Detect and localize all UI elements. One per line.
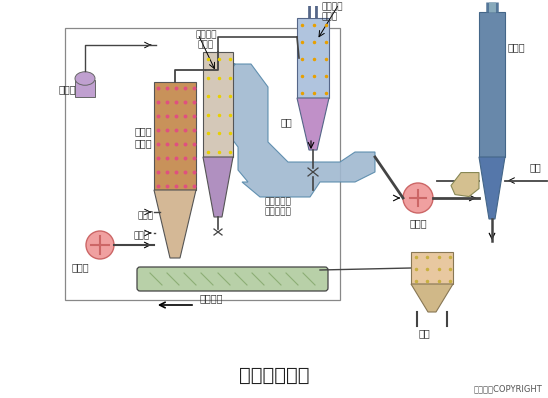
Polygon shape [297, 98, 329, 150]
Bar [479, 12, 505, 157]
Text: 流化床
焚烧炉: 流化床 焚烧炉 [135, 126, 153, 148]
Polygon shape [223, 64, 375, 197]
Bar [411, 252, 453, 284]
Text: 带式输送机: 带式输送机 [265, 207, 292, 216]
Text: 东方仿真COPYRIGHT: 东方仿真COPYRIGHT [473, 384, 542, 393]
Polygon shape [411, 284, 453, 312]
Text: 进水: 进水 [530, 162, 542, 173]
Text: 流化床焚烧炉: 流化床焚烧炉 [239, 365, 309, 384]
Text: 助燃用: 助燃用 [133, 231, 149, 240]
Bar [75, 80, 95, 96]
Polygon shape [451, 173, 479, 197]
Bar [65, 28, 340, 300]
Text: 二次旋流
分离器: 二次旋流 分离器 [321, 2, 342, 21]
Text: 重油池: 重油池 [59, 84, 77, 94]
Polygon shape [203, 157, 233, 217]
Polygon shape [479, 157, 505, 219]
Text: 抽風机: 抽風机 [410, 218, 427, 228]
Text: 灰斗: 灰斗 [418, 328, 430, 338]
Text: 泥饲: 泥饲 [280, 117, 292, 127]
Text: 鼓風机: 鼓風机 [72, 262, 90, 272]
Polygon shape [154, 190, 196, 258]
Text: 快速干燥器: 快速干燥器 [265, 197, 292, 206]
Text: 干燥泥饲: 干燥泥饲 [200, 293, 224, 303]
Bar [297, 18, 329, 98]
Text: 一次旋流
分离器: 一次旋流 分离器 [195, 30, 217, 49]
FancyBboxPatch shape [137, 267, 328, 291]
Text: 除尘器: 除尘器 [508, 42, 526, 52]
Bar [203, 52, 233, 157]
Ellipse shape [75, 72, 95, 85]
Circle shape [86, 231, 114, 259]
Circle shape [403, 183, 433, 213]
Text: 启动用: 启动用 [137, 211, 153, 220]
Bar [154, 82, 196, 190]
